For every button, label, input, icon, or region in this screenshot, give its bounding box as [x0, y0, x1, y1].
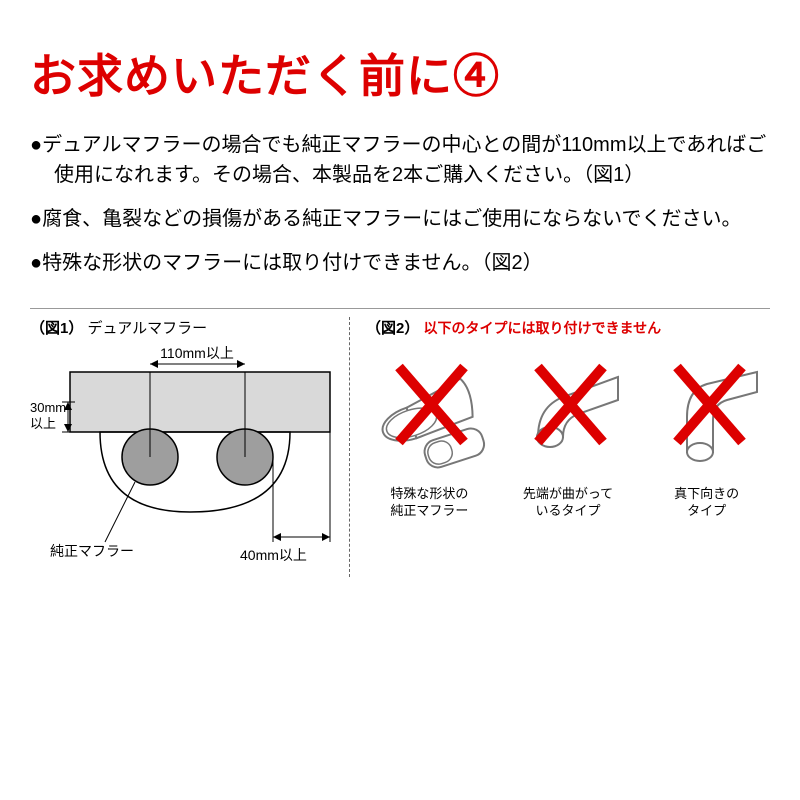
figure-2: （図2） 以下のタイプには取り付けできません	[350, 317, 770, 577]
fig2-shape-downward-icon	[647, 342, 767, 482]
fig2-item: 先端が曲がっているタイプ	[505, 342, 632, 520]
fig2-shape-special-icon	[369, 342, 489, 482]
bullet-item: ●特殊な形状のマフラーには取り付けできません。（図2）	[30, 248, 770, 278]
bullet-item: ●デュアルマフラーの場合でも純正マフラーの中心との間が110mm以上であればご使…	[30, 130, 770, 190]
fig2-item: 真下向きのタイプ	[643, 342, 770, 520]
fig2-caption: 特殊な形状の純正マフラー	[366, 486, 493, 520]
svg-text:以上: 以上	[30, 416, 56, 431]
fig1-caption: デュアルマフラー	[88, 320, 208, 337]
fig1-dim-side: 40mm以上	[240, 547, 307, 563]
fig1-dim-height: 30mm	[30, 400, 66, 415]
fig2-shape-bent-icon	[508, 342, 628, 482]
fig2-header: （図2） 以下のタイプには取り付けできません	[366, 317, 770, 338]
fig1-header: （図1） デュアルマフラー	[30, 317, 339, 338]
diagrams-row: （図1） デュアルマフラー 110mm以上	[30, 308, 770, 577]
bullet-list: ●デュアルマフラーの場合でも純正マフラーの中心との間が110mm以上であればご使…	[30, 130, 770, 278]
fig2-caption: 真下向きのタイプ	[643, 486, 770, 520]
fig1-label: （図1）	[30, 320, 83, 337]
fig1-diagram: 110mm以上 30mm 以上 純正マフラー 40mm以上	[30, 342, 340, 572]
fig2-warning-text: 以下のタイプには取り付けできません	[424, 320, 662, 336]
fig1-annot: 純正マフラー	[50, 543, 134, 559]
fig1-dim-gap: 110mm以上	[160, 345, 234, 361]
figure-1: （図1） デュアルマフラー 110mm以上	[30, 317, 350, 577]
fig2-caption: 先端が曲がっているタイプ	[505, 486, 632, 520]
page-title: お求めいただく前に④	[30, 40, 770, 106]
fig2-label: （図2）	[366, 320, 419, 337]
fig2-item: 特殊な形状の純正マフラー	[366, 342, 493, 520]
bullet-item: ●腐食、亀裂などの損傷がある純正マフラーにはご使用にならないでください。	[30, 204, 770, 234]
